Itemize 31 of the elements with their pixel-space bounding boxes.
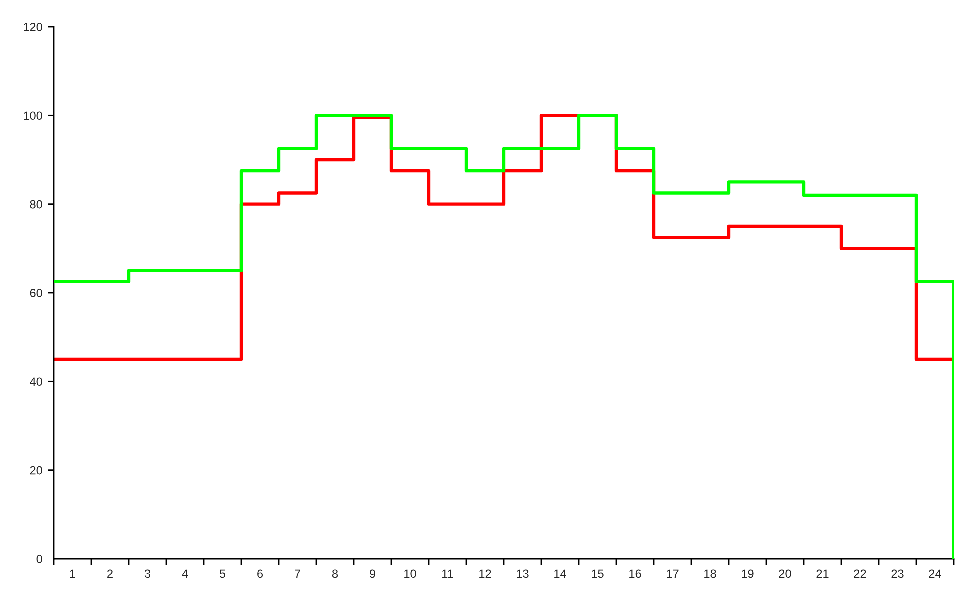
x-tick-label: 6 [258,570,264,578]
x-tick-label: 21 [816,570,829,578]
x-tick-label: 8 [332,570,338,578]
y-tick-label: 80 [30,200,42,209]
x-tick-label: 12 [480,570,492,578]
x-tick-label: 17 [667,570,679,578]
x-tick-label: 23 [892,570,904,578]
x-tick-label: 13 [517,570,529,578]
x-tick-label: 16 [630,570,642,578]
x-tick-label: 19 [742,570,754,578]
x-tick-label: 22 [854,570,866,578]
y-tick-label: 20 [30,466,42,475]
x-tick-label: 20 [779,570,792,578]
x-tick-label: 7 [295,570,300,578]
x-tick-label: 5 [220,570,226,578]
x-tick-label: 2 [108,570,113,578]
x-tick-label: 3 [144,570,151,578]
y-tick-label: 60 [30,289,42,298]
y-tick-label: 40 [30,378,42,386]
x-tick-label: 24 [929,570,942,578]
y-tick-label: 0 [36,555,42,564]
x-tick-label: 4 [182,570,188,578]
y-tick-label: 120 [24,23,42,32]
x-tick-label: 11 [442,570,454,578]
y-tick-label: 100 [24,112,42,120]
x-tick-label: 1 [70,570,76,578]
x-tick-label: 10 [404,570,416,578]
x-tick-label: 15 [592,570,604,578]
x-tick-label: 14 [554,570,566,578]
x-tick-label: 9 [370,570,376,578]
x-tick-label: 18 [704,570,716,578]
